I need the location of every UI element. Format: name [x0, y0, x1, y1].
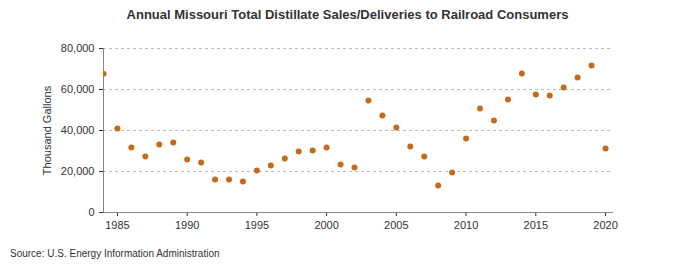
- svg-text:1985: 1985: [105, 219, 129, 231]
- svg-text:Thousand Gallons: Thousand Gallons: [41, 85, 53, 175]
- svg-text:2010: 2010: [454, 219, 478, 231]
- svg-text:2020: 2020: [593, 219, 617, 231]
- svg-text:2015: 2015: [524, 219, 548, 231]
- svg-text:1995: 1995: [245, 219, 269, 231]
- html-text:Source: U.S. Energy Informatio: Source: U.S. Energy Information Administ…: [10, 248, 220, 259]
- svg-text:40,000: 40,000: [61, 124, 95, 136]
- svg-text:2005: 2005: [384, 219, 408, 231]
- svg-text:60,000: 60,000: [61, 83, 95, 95]
- svg-text:0: 0: [88, 206, 94, 218]
- svg-text:80,000: 80,000: [61, 42, 95, 54]
- svg-text:1990: 1990: [175, 219, 199, 231]
- svg-text:2000: 2000: [314, 219, 338, 231]
- html-text:Annual Missouri Total Distilla: Annual Missouri Total Distillate Sales/D…: [126, 7, 569, 22]
- svg-text:20,000: 20,000: [61, 165, 95, 177]
